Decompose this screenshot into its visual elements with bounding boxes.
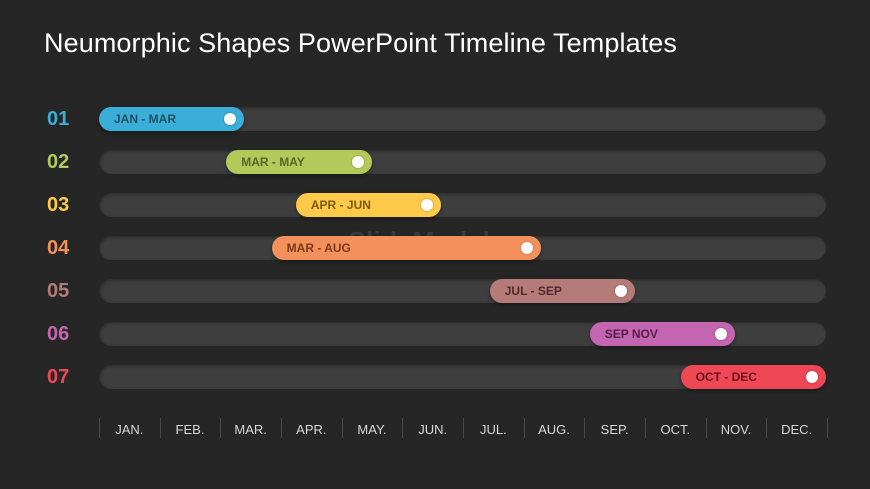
row-number: 07 (47, 366, 70, 388)
bar-label: MAR - AUG (286, 241, 351, 255)
row-number: 05 (47, 280, 70, 302)
timeline-row: 03 APR - JUN (0, 193, 870, 217)
month-label: SEP. (600, 422, 629, 437)
bar-label: JUL - SEP (504, 284, 562, 298)
timeline-row: 01 JAN - MAR (0, 107, 870, 131)
axis-tick (402, 418, 404, 438)
axis-tick (827, 418, 828, 438)
bar-label: SEP NOV (604, 327, 658, 341)
axis-tick (766, 418, 768, 438)
month-label: DEC. (781, 422, 813, 437)
bar-label: OCT - DEC (695, 370, 757, 384)
month-label: NOV. (720, 422, 752, 437)
axis-tick (463, 418, 464, 438)
month-axis: JAN. FEB. MAR. APR. MAY. JUN. JUL. AUG. SEP. OCT.… (99, 418, 828, 440)
timeline-bar: JAN - MAR (99, 107, 245, 131)
axis-tick (584, 418, 586, 438)
timeline-track: MAR - AUG (99, 236, 826, 260)
bar-label: APR - JUN (310, 198, 371, 212)
bar-end-dot (421, 199, 434, 211)
timeline-bar: APR - JUN (295, 193, 442, 217)
bar-label: MAR - MAY (241, 155, 305, 169)
axis-tick (220, 418, 222, 438)
timeline-bar: MAR - AUG (271, 236, 542, 260)
bar-end-dot (805, 371, 818, 383)
axis-tick (281, 418, 282, 438)
timeline-row: 04 MAR - AUG (0, 236, 870, 260)
slide-title: Neumorphic Shapes PowerPoint Timeline Te… (44, 28, 678, 58)
month-label: JAN. (115, 422, 144, 437)
bar-end-dot (521, 242, 534, 254)
axis-tick (99, 418, 100, 438)
month-label: OCT. (660, 422, 691, 437)
month-label: FEB. (175, 422, 205, 437)
timeline-track: SEP NOV (99, 322, 826, 346)
bar-end-dot (615, 285, 628, 297)
timeline-row: 02 MAR - MAY (0, 150, 870, 174)
month-label: AUG. (538, 422, 570, 437)
month-label: APR. (296, 422, 327, 437)
timeline-row: 06 SEP NOV (0, 322, 870, 346)
row-number: 06 (47, 323, 70, 345)
bar-label: JAN - MAR (114, 112, 176, 126)
timeline-track: JAN - MAR (99, 107, 826, 131)
bar-end-dot (351, 156, 364, 168)
timeline-track: APR - JUN (99, 193, 826, 217)
bar-end-dot (224, 113, 237, 125)
axis-tick (523, 418, 525, 438)
month-label: MAR. (234, 422, 267, 437)
timeline-bar: JUL - SEP (489, 279, 636, 303)
month-label: JUL. (479, 422, 507, 437)
timeline-track: MAR - MAY (99, 150, 826, 174)
axis-tick (159, 418, 161, 438)
bar-end-dot (715, 328, 728, 340)
month-label: JUN. (418, 422, 448, 437)
axis-tick (645, 418, 646, 438)
row-number: 03 (47, 194, 70, 216)
timeline-row: 05 JUL - SEP (0, 279, 870, 303)
timeline-bar: SEP NOV (589, 322, 736, 346)
month-label: MAY. (357, 422, 387, 437)
row-number: 01 (47, 108, 70, 130)
row-number: 04 (47, 237, 70, 259)
axis-tick (705, 418, 707, 438)
timeline-track: OCT - DEC (99, 365, 826, 389)
axis-tick (341, 418, 343, 438)
timeline-track: JUL - SEP (99, 279, 826, 303)
timeline-row: 07 OCT - DEC (0, 365, 870, 389)
row-number: 02 (47, 151, 70, 173)
timeline-bar: OCT - DEC (680, 365, 826, 389)
timeline-bar: MAR - MAY (226, 150, 372, 174)
